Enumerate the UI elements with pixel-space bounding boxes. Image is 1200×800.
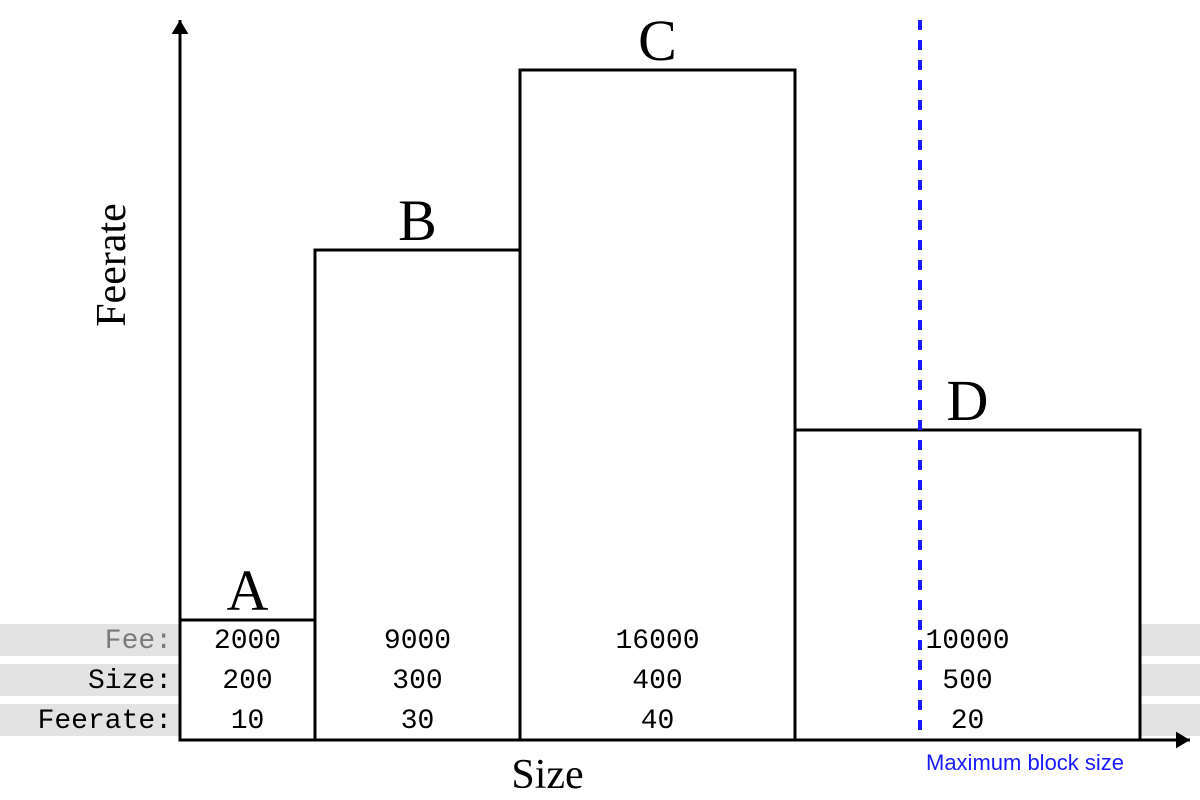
row-label: Fee: xyxy=(105,626,172,657)
row-label: Size: xyxy=(88,666,172,697)
max-block-size-label: Maximum block size xyxy=(926,750,1124,775)
y-axis-label: Feerate xyxy=(89,203,135,327)
row-value: 20 xyxy=(951,706,985,737)
row-value: 10000 xyxy=(925,626,1009,657)
row-value: 200 xyxy=(222,666,272,697)
bar-label-d: D xyxy=(947,368,989,433)
x-axis-label: Size xyxy=(511,752,583,798)
row-value: 500 xyxy=(942,666,992,697)
row-value: 400 xyxy=(632,666,682,697)
row-value: 10 xyxy=(231,706,265,737)
bar-label-b: B xyxy=(398,188,437,253)
y-axis-arrow xyxy=(172,20,189,34)
row-value: 2000 xyxy=(214,626,281,657)
row-value: 40 xyxy=(641,706,675,737)
bar-label-c: C xyxy=(638,8,677,73)
row-value: 300 xyxy=(392,666,442,697)
row-label: Feerate: xyxy=(38,706,172,737)
bar-label-a: A xyxy=(227,558,269,623)
row-value: 30 xyxy=(401,706,435,737)
row-value: 9000 xyxy=(384,626,451,657)
feerate-size-chart: A B C D Fee: 2000 9000 16000 10000 Size: 200 300 400… xyxy=(0,0,1200,800)
row-value: 16000 xyxy=(615,626,699,657)
